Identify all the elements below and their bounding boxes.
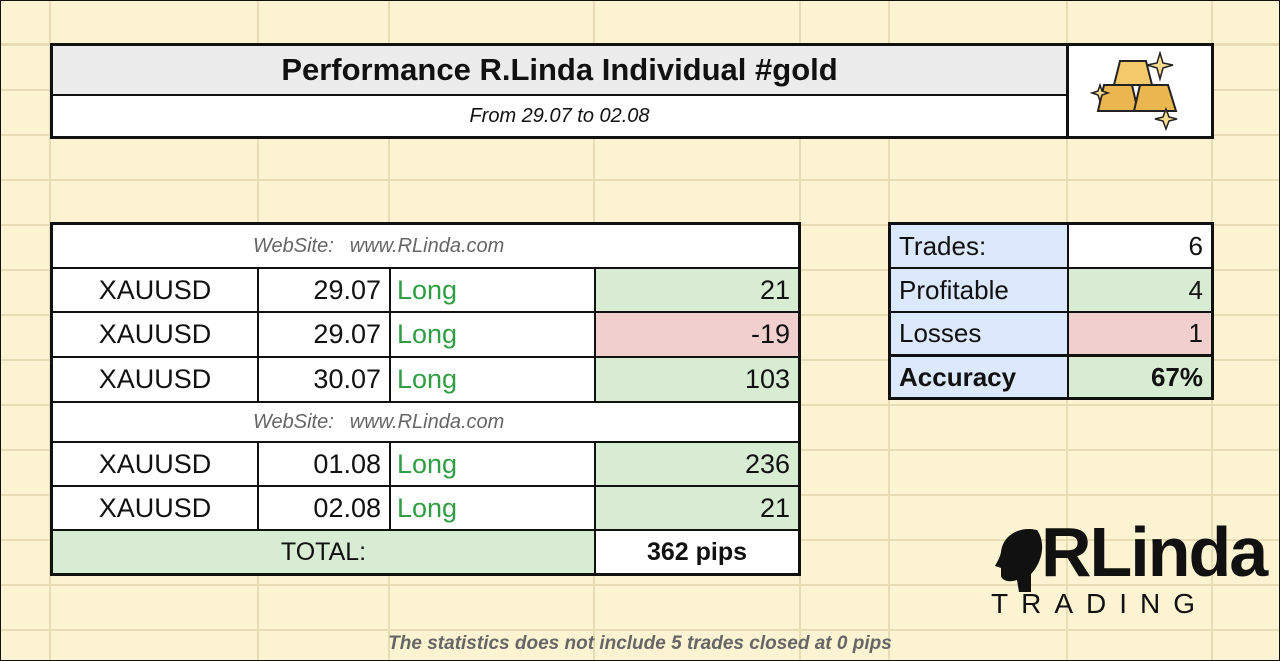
trades-table: WebSite: www.RLinda.com XAUUSD 29.07 Lon… <box>50 222 801 576</box>
accuracy-value: 67% <box>1069 357 1211 397</box>
symbol-cell: XAUUSD <box>53 269 259 311</box>
date-range: From 29.07 to 02.08 <box>53 96 1069 136</box>
table-row: XAUUSD 29.07 Long -19 <box>53 313 798 358</box>
date-cell: 02.08 <box>259 487 391 529</box>
pips-cell: 103 <box>596 358 798 401</box>
direction-cell: Long <box>391 313 596 356</box>
pips-cell: 236 <box>596 443 798 485</box>
date-cell: 29.07 <box>259 269 391 311</box>
trades-label: Trades: <box>891 225 1069 267</box>
direction-cell: Long <box>391 358 596 401</box>
accuracy-label: Accuracy <box>891 357 1069 397</box>
pips-cell: -19 <box>596 313 798 356</box>
date-cell: 01.08 <box>259 443 391 485</box>
total-label: TOTAL: <box>53 531 596 573</box>
direction-cell: Long <box>391 487 596 529</box>
profitable-label: Profitable <box>891 269 1069 311</box>
website-row: WebSite: www.RLinda.com <box>53 403 798 443</box>
profile-silhouette-icon <box>995 528 1043 592</box>
total-value: 362 pips <box>646 537 748 566</box>
date-cell: 30.07 <box>259 358 391 401</box>
table-row: XAUUSD 01.08 Long 236 <box>53 443 798 487</box>
losses-label: Losses <box>891 313 1069 354</box>
stat-row-losses: Losses 1 <box>891 313 1211 356</box>
symbol-cell: XAUUSD <box>53 358 259 401</box>
logo-main-text: RLinda <box>1041 513 1268 591</box>
table-row: XAUUSD 30.07 Long 103 <box>53 358 798 403</box>
table-row: XAUUSD 29.07 Long 21 <box>53 269 798 313</box>
total-row: TOTAL: 362 pips <box>53 531 798 573</box>
trades-value: 6 <box>1188 230 1203 261</box>
stat-row-accuracy: Accuracy 67% <box>891 356 1211 397</box>
symbol-cell: XAUUSD <box>53 313 259 356</box>
direction-cell: Long <box>391 443 596 485</box>
website-label: WebSite: <box>253 410 334 433</box>
stat-row-trades: Trades: 6 <box>891 225 1211 269</box>
table-row: XAUUSD 02.08 Long 21 <box>53 487 798 531</box>
website-url[interactable]: www.RLinda.com <box>349 410 505 433</box>
title-block: Performance R.Linda Individual #gold Fro… <box>50 43 1214 139</box>
stats-table: Trades: 6 Profitable 4 Losses 1 Accuracy… <box>888 222 1214 400</box>
logo-sub-text: TRADING <box>991 588 1208 619</box>
symbol-cell: XAUUSD <box>53 443 259 485</box>
footnote: The statistics does not include 5 trades… <box>388 633 892 654</box>
pips-cell: 21 <box>596 487 798 529</box>
website-label: WebSite: <box>253 234 334 257</box>
website-row: WebSite: www.RLinda.com <box>53 225 798 269</box>
symbol-cell: XAUUSD <box>53 487 259 529</box>
pips-cell: 21 <box>596 269 798 311</box>
direction-cell: Long <box>391 269 596 311</box>
gold-bars-icon <box>1069 46 1211 136</box>
website-url[interactable]: www.RLinda.com <box>349 234 505 257</box>
stat-row-profitable: Profitable 4 <box>891 269 1211 313</box>
losses-value: 1 <box>1069 313 1211 354</box>
profitable-value: 4 <box>1069 269 1211 311</box>
rlinda-logo: RLinda TRADING <box>991 513 1268 621</box>
date-cell: 29.07 <box>259 313 391 356</box>
page-title: Performance R.Linda Individual #gold <box>53 46 1069 96</box>
